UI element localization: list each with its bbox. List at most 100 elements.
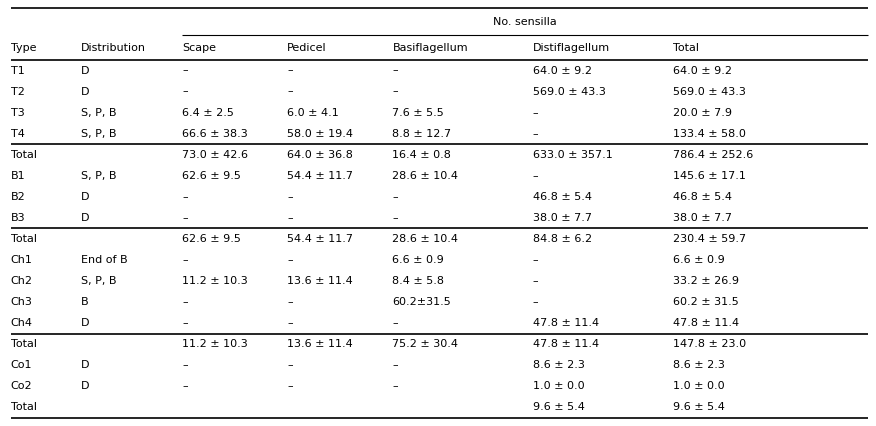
Text: Co2: Co2 (11, 381, 32, 391)
Text: 64.0 ± 36.8: 64.0 ± 36.8 (287, 150, 353, 160)
Text: –: – (182, 297, 187, 307)
Text: 9.6 ± 5.4: 9.6 ± 5.4 (533, 403, 584, 412)
Text: 1.0 ± 0.0: 1.0 ± 0.0 (533, 381, 584, 391)
Text: 75.2 ± 30.4: 75.2 ± 30.4 (392, 339, 458, 349)
Text: –: – (392, 66, 398, 75)
Text: 64.0 ± 9.2: 64.0 ± 9.2 (673, 66, 731, 75)
Text: Ch1: Ch1 (11, 255, 32, 265)
Text: T3: T3 (11, 108, 25, 118)
Text: B2: B2 (11, 192, 25, 202)
Text: D: D (81, 66, 89, 75)
Text: –: – (533, 297, 538, 307)
Text: –: – (287, 66, 293, 75)
Text: B3: B3 (11, 213, 25, 223)
Text: Ch4: Ch4 (11, 318, 32, 328)
Text: 73.0 ± 42.6: 73.0 ± 42.6 (182, 150, 248, 160)
Text: –: – (287, 192, 293, 202)
Text: No. sensilla: No. sensilla (493, 17, 557, 27)
Text: –: – (392, 318, 398, 328)
Text: 133.4 ± 58.0: 133.4 ± 58.0 (673, 129, 745, 139)
Text: 1.0 ± 0.0: 1.0 ± 0.0 (673, 381, 724, 391)
Text: T1: T1 (11, 66, 25, 75)
Text: –: – (182, 360, 187, 370)
Text: Total: Total (673, 43, 699, 53)
Text: S, P, B: S, P, B (81, 276, 117, 286)
Text: S, P, B: S, P, B (81, 108, 117, 118)
Text: 8.8 ± 12.7: 8.8 ± 12.7 (392, 129, 451, 139)
Text: –: – (182, 381, 187, 391)
Text: –: – (287, 381, 293, 391)
Text: –: – (287, 213, 293, 223)
Text: End of B: End of B (81, 255, 127, 265)
Text: S, P, B: S, P, B (81, 171, 117, 181)
Text: T2: T2 (11, 86, 25, 97)
Text: Ch3: Ch3 (11, 297, 32, 307)
Text: D: D (81, 213, 89, 223)
Text: D: D (81, 360, 89, 370)
Text: –: – (287, 255, 293, 265)
Text: D: D (81, 192, 89, 202)
Text: B1: B1 (11, 171, 25, 181)
Text: 58.0 ± 19.4: 58.0 ± 19.4 (287, 129, 353, 139)
Text: 62.6 ± 9.5: 62.6 ± 9.5 (182, 234, 241, 244)
Text: T4: T4 (11, 129, 25, 139)
Text: 11.2 ± 10.3: 11.2 ± 10.3 (182, 276, 248, 286)
Text: 54.4 ± 11.7: 54.4 ± 11.7 (287, 234, 353, 244)
Text: 47.8 ± 11.4: 47.8 ± 11.4 (533, 318, 598, 328)
Text: 13.6 ± 11.4: 13.6 ± 11.4 (287, 339, 353, 349)
Text: Distiflagellum: Distiflagellum (533, 43, 610, 53)
Text: 46.8 ± 5.4: 46.8 ± 5.4 (673, 192, 731, 202)
Text: Total: Total (11, 234, 37, 244)
Text: 569.0 ± 43.3: 569.0 ± 43.3 (673, 86, 745, 97)
Text: 33.2 ± 26.9: 33.2 ± 26.9 (673, 276, 738, 286)
Text: 230.4 ± 59.7: 230.4 ± 59.7 (673, 234, 745, 244)
Text: 147.8 ± 23.0: 147.8 ± 23.0 (673, 339, 745, 349)
Text: –: – (182, 192, 187, 202)
Text: –: – (182, 213, 187, 223)
Text: –: – (287, 360, 293, 370)
Text: Co1: Co1 (11, 360, 32, 370)
Text: 84.8 ± 6.2: 84.8 ± 6.2 (533, 234, 591, 244)
Text: –: – (287, 86, 293, 97)
Text: 145.6 ± 17.1: 145.6 ± 17.1 (673, 171, 745, 181)
Text: 28.6 ± 10.4: 28.6 ± 10.4 (392, 171, 458, 181)
Text: 786.4 ± 252.6: 786.4 ± 252.6 (673, 150, 753, 160)
Text: 28.6 ± 10.4: 28.6 ± 10.4 (392, 234, 458, 244)
Text: –: – (392, 360, 398, 370)
Text: 13.6 ± 11.4: 13.6 ± 11.4 (287, 276, 353, 286)
Text: 38.0 ± 7.7: 38.0 ± 7.7 (673, 213, 731, 223)
Text: D: D (81, 318, 89, 328)
Text: Ch2: Ch2 (11, 276, 32, 286)
Text: 38.0 ± 7.7: 38.0 ± 7.7 (533, 213, 591, 223)
Text: Total: Total (11, 403, 37, 412)
Text: 66.6 ± 38.3: 66.6 ± 38.3 (182, 129, 248, 139)
Text: 6.0 ± 4.1: 6.0 ± 4.1 (287, 108, 339, 118)
Text: 8.6 ± 2.3: 8.6 ± 2.3 (673, 360, 724, 370)
Text: –: – (182, 318, 187, 328)
Text: 60.2±31.5: 60.2±31.5 (392, 297, 451, 307)
Text: 20.0 ± 7.9: 20.0 ± 7.9 (673, 108, 731, 118)
Text: 569.0 ± 43.3: 569.0 ± 43.3 (533, 86, 605, 97)
Text: Distribution: Distribution (81, 43, 145, 53)
Text: 11.2 ± 10.3: 11.2 ± 10.3 (182, 339, 248, 349)
Text: 64.0 ± 9.2: 64.0 ± 9.2 (533, 66, 591, 75)
Text: Scape: Scape (182, 43, 216, 53)
Text: 6.6 ± 0.9: 6.6 ± 0.9 (392, 255, 444, 265)
Text: 62.6 ± 9.5: 62.6 ± 9.5 (182, 171, 241, 181)
Text: 47.8 ± 11.4: 47.8 ± 11.4 (673, 318, 738, 328)
Text: 46.8 ± 5.4: 46.8 ± 5.4 (533, 192, 591, 202)
Text: Pedicel: Pedicel (287, 43, 327, 53)
Text: –: – (392, 381, 398, 391)
Text: Total: Total (11, 150, 37, 160)
Text: –: – (533, 255, 538, 265)
Text: B: B (81, 297, 88, 307)
Text: –: – (287, 318, 293, 328)
Text: –: – (533, 171, 538, 181)
Text: –: – (533, 129, 538, 139)
Text: –: – (392, 213, 398, 223)
Text: 6.6 ± 0.9: 6.6 ± 0.9 (673, 255, 724, 265)
Text: 9.6 ± 5.4: 9.6 ± 5.4 (673, 403, 724, 412)
Text: Type: Type (11, 43, 36, 53)
Text: 8.4 ± 5.8: 8.4 ± 5.8 (392, 276, 444, 286)
Text: –: – (392, 192, 398, 202)
